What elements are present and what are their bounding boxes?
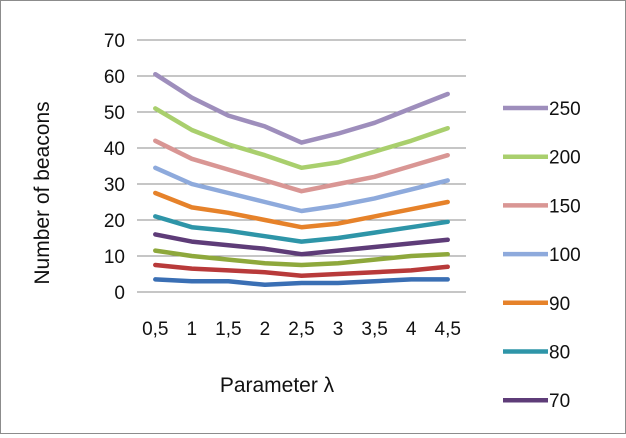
y-tick-label: 0 [114, 283, 125, 304]
legend-label-70: 70 [549, 391, 570, 412]
series-line-unlabeled-8 [153, 262, 450, 279]
series-line-unlabeled-7 [153, 248, 450, 268]
legend-label-200: 200 [549, 148, 581, 169]
series-line-90 [153, 190, 450, 230]
x-axis-ticks: 0,5 1 1,5 2 2,5 3 3,5 4 4,5 [142, 319, 461, 340]
x-tick-label: 3,5 [361, 319, 387, 340]
x-tick-label: 4 [406, 319, 417, 340]
legend-label-150: 150 [549, 196, 581, 217]
x-tick-label: 2 [260, 319, 271, 340]
series-line-150 [153, 138, 450, 194]
series-line-unlabeled-9 [153, 277, 450, 288]
x-tick-label: 2,5 [288, 319, 314, 340]
x-tick-label: 4,5 [435, 319, 461, 340]
y-tick-label: 50 [104, 103, 125, 124]
y-axis-ticks: 0 10 20 30 40 50 60 70 [104, 31, 125, 304]
x-tick-label: 1,5 [215, 319, 241, 340]
x-tick-label: 3 [333, 319, 344, 340]
x-tick-label: 0,5 [142, 319, 168, 340]
y-tick-label: 10 [104, 247, 125, 268]
y-axis-title: Number of beacons [31, 101, 54, 284]
y-tick-label: 40 [104, 139, 125, 160]
series-line-70 [153, 232, 450, 257]
series-line-250 [153, 71, 450, 145]
series-line-80 [153, 214, 450, 244]
y-tick-label: 20 [104, 211, 125, 232]
series-line-100 [153, 165, 450, 214]
series-line-200 [153, 106, 450, 171]
legend-label-100: 100 [549, 245, 581, 266]
x-tick-label: 1 [187, 319, 198, 340]
legend: 250 200 150 100 90 80 70 [503, 99, 581, 412]
legend-label-250: 250 [549, 99, 581, 120]
legend-label-80: 80 [549, 343, 570, 364]
y-tick-label: 60 [104, 67, 125, 88]
y-tick-label: 70 [104, 31, 125, 52]
series-lines [153, 71, 450, 288]
legend-label-90: 90 [549, 294, 570, 315]
y-tick-label: 30 [104, 175, 125, 196]
x-axis-title: Parameter λ [220, 374, 335, 397]
